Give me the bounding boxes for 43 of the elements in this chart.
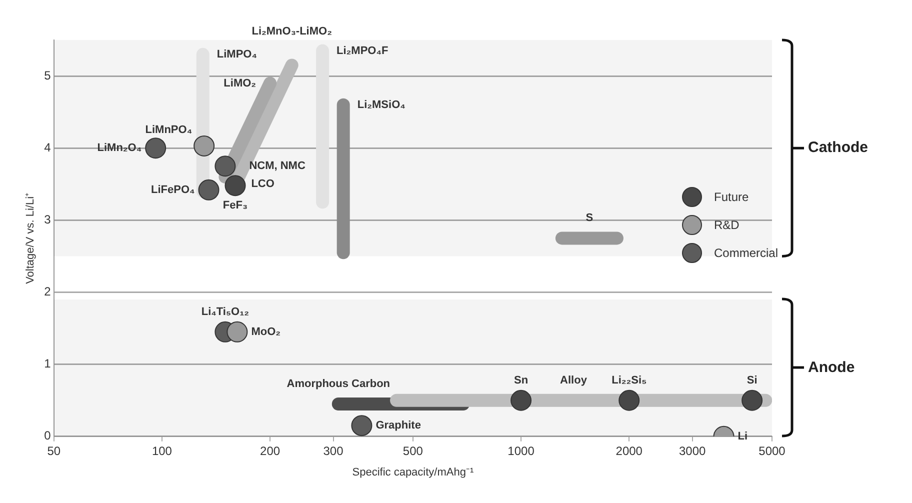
annotation: LiMn₂O₄	[97, 142, 142, 154]
annotation: LiFePO₄	[151, 184, 195, 196]
x-tick-label: 500	[402, 444, 424, 458]
y-tick-label: 0	[44, 428, 52, 443]
annotation: FeF₃	[222, 200, 248, 212]
annotation: Li₂MPO₄F	[336, 44, 388, 57]
annotation: Li₂₂Si₅	[612, 374, 647, 386]
annotation: LiMPO₄	[216, 48, 257, 60]
x-tick-label: 5000	[758, 444, 786, 458]
y-axis-title: Voltage/V vs. Li/Li⁺	[24, 192, 37, 284]
y-tick-label: 2	[44, 284, 52, 299]
annotation: NCM, NMC	[249, 160, 306, 172]
y-tick-label: 1	[44, 356, 52, 371]
band-label: Cathode	[808, 139, 868, 156]
y-tick-label: 5	[44, 68, 52, 82]
annotation: Amorphous Carbon	[286, 378, 390, 390]
annotation: Li₄Ti₅O₁₂	[201, 306, 250, 318]
x-tick-label: 200	[260, 444, 280, 458]
annotation: Li	[738, 430, 748, 442]
y-tick-label: 4	[44, 140, 52, 154]
y-tick-label: 3	[44, 212, 52, 226]
x-tick-label: 1000	[508, 444, 535, 458]
legend-label: Commercial	[714, 246, 778, 260]
x-tick-label: 2000	[616, 444, 643, 458]
legend-label: R&D	[714, 218, 740, 232]
annotation: Sn	[514, 374, 528, 386]
band-label: Anode	[808, 359, 855, 376]
annotation: LiMO₂	[224, 77, 256, 90]
x-axis-title: Specific capacity/mAhg⁻¹	[352, 466, 474, 478]
annotation: Li₂MnO₃-LiMO₂	[252, 25, 332, 38]
annotation: S	[586, 212, 594, 224]
annotation: Si	[746, 374, 758, 386]
x-tick-label: 300	[323, 444, 344, 458]
x-tick-label: 100	[152, 444, 172, 458]
annotation: MoO₂	[251, 326, 281, 338]
annotation: Li₂MSiO₄	[357, 98, 406, 111]
annotation: Graphite	[376, 420, 421, 432]
annotation: Alloy	[560, 374, 588, 386]
x-tick-label: 50	[47, 444, 61, 458]
x-tick-label: 3000	[678, 444, 706, 458]
legend-label: Future	[714, 190, 749, 204]
annotation: LCO	[251, 178, 275, 190]
annotation: LiMnPO₄	[145, 124, 192, 136]
